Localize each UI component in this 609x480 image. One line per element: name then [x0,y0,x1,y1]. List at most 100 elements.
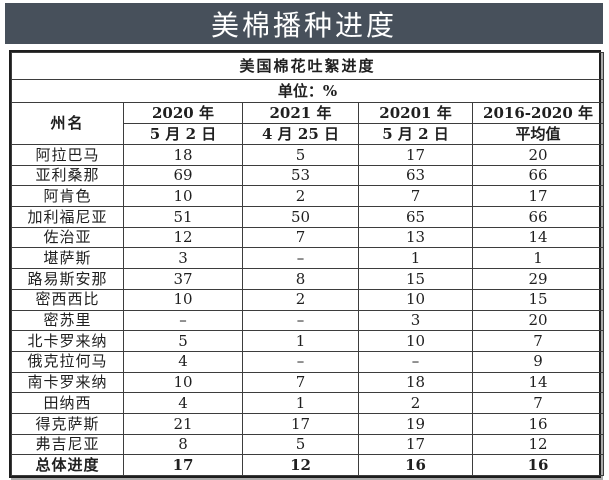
value-cell: 17 [358,144,473,166]
value-cell: 50 [242,206,359,228]
value-cell: 63 [358,164,473,187]
table-row: 南卡罗来纳 10 7 18 14 [11,371,605,394]
value-cell: 3 [358,309,473,332]
table-row: 亚利桑那 69 53 63 66 [11,164,605,187]
value-cell: 13 [358,226,473,249]
table-row: 总体进度 17 12 16 16 [11,454,605,476]
value-cell: – [242,350,359,373]
column-header-state: 州名 [11,102,124,145]
column-header-date: 5 月 2 日 [123,123,243,145]
table-row: 加利福尼亚 51 50 65 66 [11,206,605,228]
state-name-cell: 阿肯色 [11,185,124,208]
value-cell: 20 [471,309,605,332]
value-cell: 18 [358,371,473,394]
value-cell: 12 [123,226,243,249]
value-cell: 3 [123,247,243,270]
column-header-year: 2020 年 [123,102,243,124]
value-cell: 17 [242,412,359,435]
value-cell: 1 [242,330,359,352]
value-cell: 1 [471,247,605,270]
state-name-cell: 密苏里 [11,309,124,332]
table-row: 北卡罗来纳 5 1 10 7 [11,330,605,352]
table-row: 阿拉巴马 18 5 17 20 [11,144,605,166]
value-cell: 19 [358,412,473,435]
state-name-cell: 密西西比 [11,288,124,311]
value-cell: 8 [123,433,243,456]
value-cell: – [242,309,359,332]
value-cell: 5 [123,330,243,352]
value-cell: 10 [358,288,473,311]
value-cell: 8 [242,268,359,290]
state-name-cell: 南卡罗来纳 [11,371,124,394]
value-cell: 2 [358,392,473,414]
table-row: 弗吉尼亚 8 5 17 12 [11,433,605,456]
value-cell: 2 [242,288,359,311]
state-name-cell: 北卡罗来纳 [11,330,124,352]
value-cell: 15 [358,268,473,290]
state-name-cell: 弗吉尼亚 [11,433,124,456]
column-header-date: 5 月 2 日 [358,123,473,145]
state-name-cell: 阿拉巴马 [11,144,124,166]
table-row: 阿肯色 10 2 7 17 [11,185,605,208]
value-cell: 17 [358,433,473,456]
value-cell: 9 [471,350,605,373]
state-name-cell: 总体进度 [11,454,124,476]
value-cell: 66 [471,206,605,228]
value-cell: 69 [123,164,243,187]
value-cell: 12 [242,454,359,476]
value-cell: 1 [242,392,359,414]
unit-row: 单位：% [10,79,605,103]
value-cell: 4 [123,350,243,373]
value-cell: 17 [471,185,605,208]
value-cell: 53 [242,164,359,187]
value-cell: 2 [242,185,359,208]
table-row: 密苏里 – –3 20 [11,309,605,332]
value-cell: 10 [123,288,243,311]
value-cell: 7 [358,185,473,208]
value-cell: – [242,247,359,270]
value-cell: 7 [242,371,359,394]
state-name-cell: 亚利桑那 [11,164,124,187]
value-cell: 66 [471,164,605,187]
value-cell: 15 [471,288,605,311]
table-title-row: 美国棉花吐絮进度 [10,52,605,80]
value-cell: 29 [471,268,605,290]
value-cell: 14 [471,226,605,249]
column-header-year: 2016-2020 年 [471,102,605,124]
progress-table: 美国棉花吐絮进度 单位：% 州名 2020 年 2021 年 20201 年 2016… [10,52,605,476]
page-title: 美棉播种进度 [210,8,397,42]
column-header-year: 20201 年 [358,102,473,124]
value-cell: 65 [358,206,473,228]
value-cell: 10 [123,185,243,208]
value-cell: 14 [471,371,605,394]
column-header-date: 平均值 [471,123,605,145]
state-name-cell: 堪萨斯 [11,247,124,270]
table-row: 得克萨斯 21 17 19 16 [11,412,605,435]
value-cell: 18 [123,144,243,166]
column-header-year: 2021 年 [242,102,359,124]
value-cell: 51 [123,206,243,228]
progress-table-container: 美国棉花吐絮进度 单位：% 州名 2020 年 2021 年 20201 年 2016… [9,50,605,478]
table-row: 俄克拉何马 4– –9 [11,350,605,373]
table-row: 密西西比 10 2 10 15 [11,288,605,311]
state-name-cell: 俄克拉何马 [11,350,124,373]
value-cell: 21 [123,412,243,435]
table-row: 堪萨斯 3–1 1 [11,247,605,270]
value-cell: 16 [358,454,473,476]
value-cell: 1 [358,247,473,270]
value-cell: 12 [471,433,605,456]
state-name-cell: 加利福尼亚 [11,206,124,228]
value-cell: – [123,309,243,332]
value-cell: 5 [242,433,359,456]
value-cell: 10 [358,330,473,352]
state-name-cell: 路易斯安那 [11,268,124,290]
value-cell: 16 [471,412,605,435]
value-cell: 7 [471,392,605,414]
state-name-cell: 佐治亚 [11,226,124,249]
column-header-date: 4 月 25 日 [242,123,359,145]
value-cell: 7 [242,226,359,249]
value-cell: – [358,350,473,373]
unit-label: 单位：% [10,79,605,103]
